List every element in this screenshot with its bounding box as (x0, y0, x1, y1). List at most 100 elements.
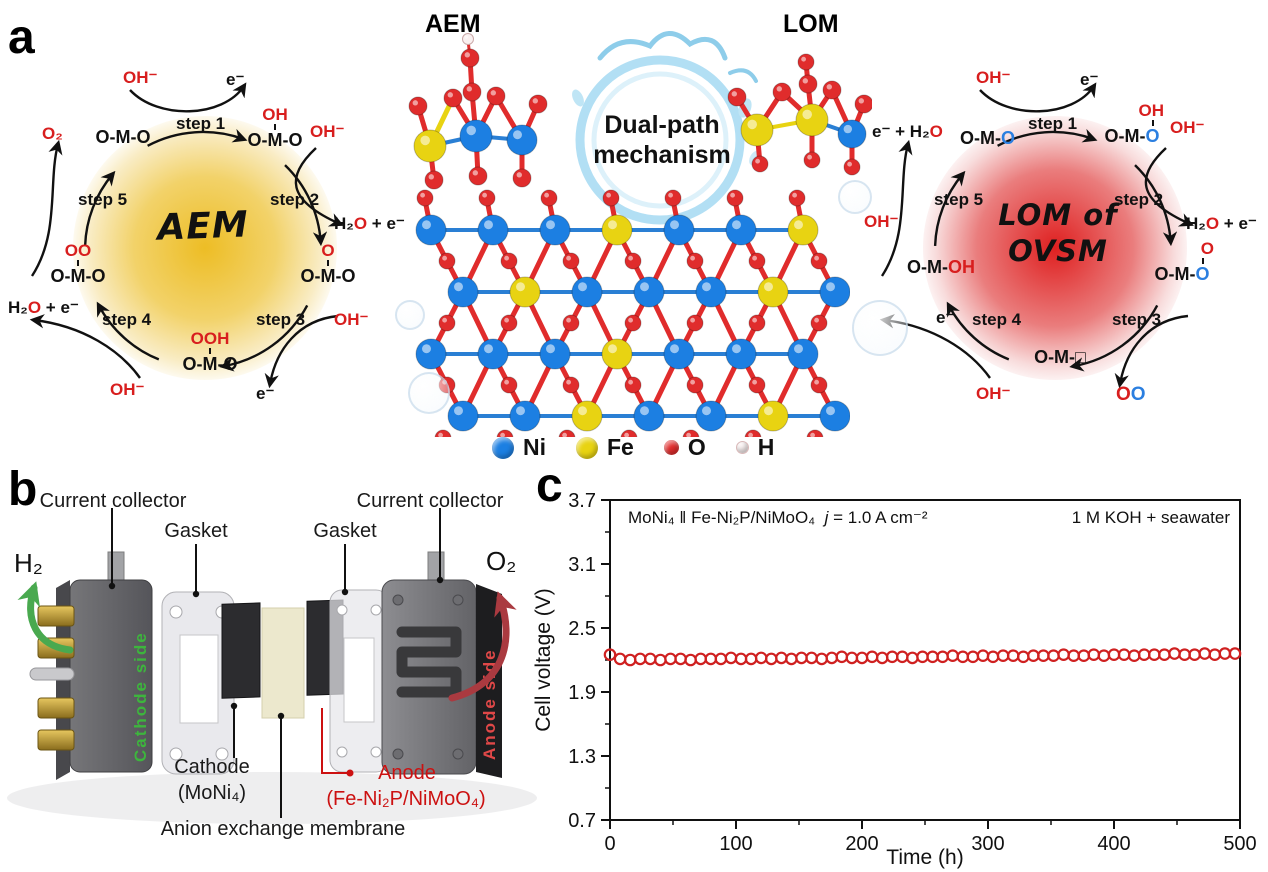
atom-highlight (606, 192, 611, 198)
atom-highlight (546, 344, 555, 354)
lom-center-title-line2: OVSM (1008, 234, 1108, 268)
atom (803, 151, 821, 169)
aem-state-d: OOH O-M-O (182, 329, 238, 374)
lom-reactant-oh-bottom: OH⁻ (976, 384, 1011, 403)
atom-highlight (546, 220, 555, 230)
aem-step4-label: step 4 (102, 310, 152, 329)
data-point (744, 652, 758, 666)
atom (562, 376, 580, 394)
data-point (1077, 649, 1091, 662)
atom-highlight (442, 255, 447, 261)
anode-label: Anode (378, 762, 436, 784)
data-point (724, 651, 738, 665)
species-exchange-arrow (29, 314, 141, 379)
data-point (633, 652, 647, 666)
data-point (805, 651, 818, 665)
atom-highlight (801, 56, 806, 62)
gasket-hole (336, 604, 348, 616)
atom-highlight (748, 432, 753, 437)
data-point (855, 651, 869, 665)
species-exchange-arrow (979, 82, 1097, 113)
atom-highlight (802, 109, 812, 120)
atom (486, 86, 506, 106)
atom (413, 129, 447, 163)
lom-state-a-text: O-M-O (960, 128, 1015, 148)
aem-center-title: AEM (156, 204, 250, 249)
lom-center-title-line1: LOM of (998, 198, 1118, 232)
atom (460, 48, 480, 68)
lom-product-eh2o-tl: e⁻ + H₂O (872, 122, 943, 141)
atom (725, 338, 757, 370)
atom (757, 276, 789, 308)
cycle-step-arc (1069, 304, 1159, 372)
data-point (684, 653, 697, 667)
h-atom-icon (735, 441, 749, 454)
leader-dot-red (346, 769, 354, 777)
atom (822, 80, 842, 100)
x-tick-label: 300 (971, 833, 1004, 855)
atom (810, 314, 828, 332)
aem-product-h2o-right: H₂O + e⁻ (334, 214, 405, 233)
cycle-step-arc (946, 301, 1010, 361)
atom (797, 53, 815, 71)
atom-highlight (732, 220, 741, 230)
serpentine-flow-channel (396, 626, 462, 698)
data-point (775, 651, 788, 665)
atom-highlight (438, 432, 443, 437)
data-point (825, 651, 839, 665)
bubble (852, 300, 908, 356)
o-atom-icon (663, 440, 679, 455)
lom-state-b: OH O-M-O (1104, 101, 1165, 146)
gasket-hole (336, 746, 348, 758)
bubble (408, 372, 450, 414)
data-point (704, 652, 718, 666)
atom (540, 189, 558, 207)
gasket-hole (215, 747, 229, 761)
atom-highlight (747, 119, 757, 130)
atom (500, 376, 518, 394)
atom-highlight (807, 154, 812, 160)
atom-highlight (628, 317, 633, 323)
brass-fitting (37, 729, 75, 751)
atom-highlight (532, 98, 538, 104)
cycle-step-arc (147, 128, 248, 147)
atom (748, 376, 766, 394)
atom (539, 338, 571, 370)
data-point (1228, 647, 1242, 660)
o2-arrow (448, 591, 517, 702)
atom-highlight (776, 86, 782, 92)
center-aem-tag: AEM (425, 10, 481, 38)
stability-chart: 0.7 1.3 1.9 2.5 3.1 3.7 0 100 200 300 400 500 Time … (532, 490, 1257, 869)
data-point (1047, 649, 1060, 662)
atom-highlight (500, 432, 505, 437)
atom-highlight (516, 172, 522, 178)
data-point (1027, 649, 1040, 662)
atom-highlight (628, 255, 633, 261)
atom (462, 82, 482, 102)
atom (562, 252, 580, 270)
gasket-right-label: Gasket (313, 520, 377, 542)
chart-title-right: 1 M KOH + seawater (1071, 508, 1230, 527)
species-exchange-arrow (1114, 314, 1189, 389)
atom (624, 252, 642, 270)
lom-product-e-top: e⁻ (1080, 70, 1099, 89)
cycle-step-arc (1134, 164, 1178, 247)
atom (740, 113, 774, 147)
atom-highlight (670, 344, 679, 354)
x-axis-label: Time (h) (886, 846, 963, 869)
gasket-right-window (343, 637, 375, 723)
gasket-hole (370, 746, 382, 758)
atom (757, 400, 789, 432)
aem-reactant-oh-right: OH⁻ (310, 122, 345, 141)
atom-highlight (578, 406, 587, 416)
lom-reactant-oh-left: OH⁻ (864, 212, 899, 231)
cycle-step-arc (284, 164, 328, 247)
atom (438, 252, 456, 270)
cycle-step-arc (96, 301, 160, 361)
atom-highlight (472, 170, 478, 176)
y-tick-label: 3.1 (568, 554, 596, 576)
data-point (1107, 648, 1121, 661)
atom-highlight (640, 282, 649, 292)
atom-highlight (466, 125, 476, 136)
data-point (1188, 648, 1201, 661)
